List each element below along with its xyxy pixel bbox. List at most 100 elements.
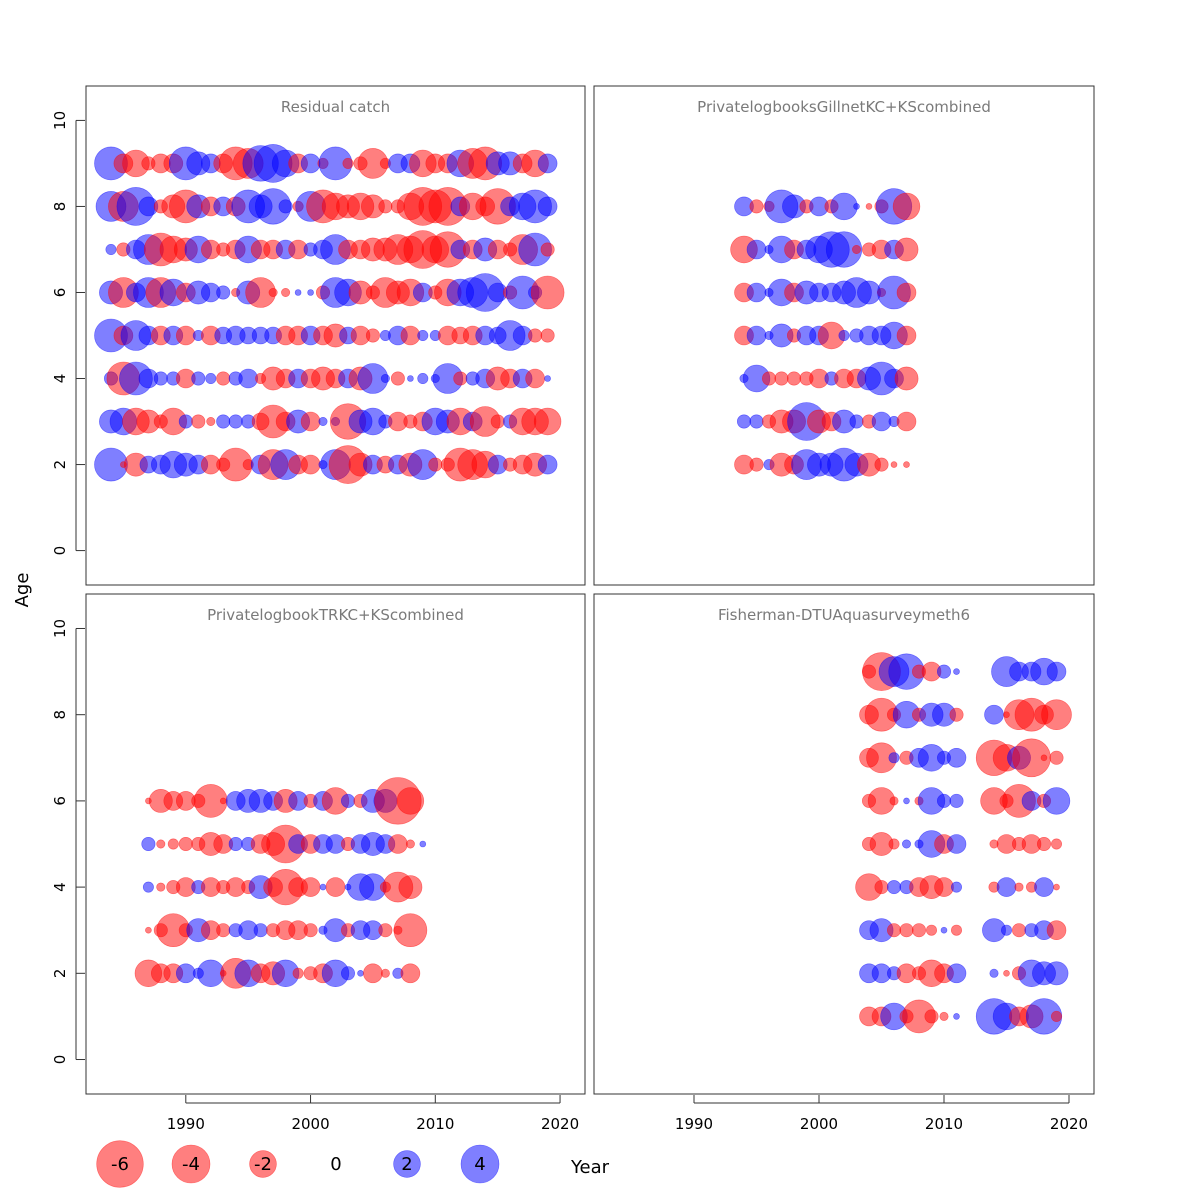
- residual-bubble: [537, 153, 558, 174]
- residual-bubble: [142, 881, 154, 893]
- residual-bubble: [1051, 838, 1063, 850]
- residual-bubble: [533, 407, 562, 436]
- legend-bubble: [393, 1150, 421, 1178]
- residual-bubble: [380, 968, 390, 978]
- residual-bubble: [901, 839, 911, 849]
- residual-bubble: [746, 282, 767, 303]
- residual-bubble: [1046, 661, 1067, 682]
- legend-label: -6: [111, 1154, 129, 1175]
- residual-bubble: [886, 923, 901, 938]
- legend-bubble: [460, 1144, 500, 1184]
- residual-bubble: [786, 371, 801, 386]
- residual-bubble: [490, 414, 505, 429]
- panel-title: Residual catch: [281, 98, 390, 116]
- residual-bubble: [1053, 883, 1060, 891]
- residual-bubble: [1046, 920, 1067, 941]
- residual-bubble: [530, 275, 565, 310]
- residual-bubble: [191, 371, 206, 386]
- panel-3: PrivatelogbookTRKC+KScombined 0 2 4 6 8 10 1990…: [51, 593, 586, 1133]
- residual-bubble: [528, 328, 543, 343]
- residual-bubble: [294, 289, 302, 296]
- residual-bubble: [1003, 969, 1010, 977]
- x-tick-label: 2000: [291, 1115, 329, 1133]
- bubble-group: [855, 652, 1072, 1035]
- residual-bubble: [191, 414, 206, 429]
- residual-bubble: [1011, 923, 1026, 938]
- residual-bubble: [417, 372, 429, 384]
- residual-bubble: [400, 963, 421, 984]
- residual-bubble: [1040, 754, 1048, 762]
- residual-bubble: [749, 414, 764, 429]
- residual-bubble: [176, 325, 196, 346]
- residual-bubble: [946, 963, 967, 984]
- panels: Residual catch 0 2 4 6 8 10 PrivatelogbooksGill…: [51, 85, 1095, 1133]
- y-tick-label: 6: [51, 796, 69, 806]
- y-tick-label: 4: [51, 374, 69, 384]
- x-tick-label: 1990: [675, 1115, 713, 1133]
- residual-bubble: [874, 457, 889, 472]
- panel-title: PrivatelogbookTRKC+KScombined: [207, 606, 464, 624]
- residual-bubble: [894, 237, 919, 262]
- panel-2: PrivatelogbooksGillnetKC+KScombined: [593, 85, 1095, 586]
- y-tick-label: 10: [51, 111, 69, 130]
- panel-title: PrivatelogbooksGillnetKC+KScombined: [697, 98, 991, 116]
- residual-bubble: [428, 457, 443, 472]
- residual-bubble: [746, 239, 767, 260]
- bubble-group: [730, 188, 921, 482]
- residual-bubble: [205, 372, 217, 384]
- residual-bubble: [380, 373, 390, 383]
- residual-bubble: [940, 926, 948, 934]
- legend-label: -2: [254, 1154, 272, 1175]
- residual-bubble: [417, 329, 429, 341]
- residual-bubble: [340, 793, 355, 808]
- residual-bubble: [525, 368, 545, 389]
- residual-bubble: [216, 923, 231, 938]
- residual-bubble: [996, 877, 1017, 897]
- residual-bubble: [1034, 877, 1054, 897]
- panel-4: Fisherman-DTUAquasurveymeth6 1990 2000 2010…: [593, 593, 1095, 1133]
- residual-bubble: [851, 245, 861, 255]
- residual-bubble: [939, 1011, 949, 1021]
- residual-bubble: [894, 366, 919, 391]
- residual-bubble: [946, 834, 967, 854]
- residual-bubble: [300, 153, 321, 174]
- residual-bubble: [145, 926, 152, 934]
- residual-bubble: [318, 416, 328, 426]
- residual-bubble: [865, 203, 873, 210]
- x-tick-label: 1990: [167, 1115, 205, 1133]
- residual-bubble: [400, 325, 421, 346]
- x-tick-label: 2010: [925, 1115, 963, 1133]
- residual-bubble: [537, 454, 558, 475]
- residual-bubble: [176, 963, 196, 984]
- residual-bubble: [292, 967, 304, 979]
- residual-bubble: [896, 282, 917, 303]
- residual-bubble: [167, 838, 179, 850]
- residual-bubble: [892, 192, 921, 221]
- residual-bubble: [825, 231, 863, 268]
- residual-bubble: [178, 414, 193, 429]
- residual-bubble: [216, 414, 231, 429]
- residual-bubble: [984, 704, 1004, 725]
- residual-bubble: [300, 877, 321, 897]
- residual-bubble: [363, 963, 383, 984]
- residual-bubble: [950, 924, 962, 936]
- residual-bubble: [178, 836, 193, 851]
- bubble-group: [134, 777, 428, 989]
- residual-bubble: [1044, 961, 1069, 986]
- residual-bubble: [419, 840, 427, 848]
- residual-bubble: [1000, 924, 1012, 936]
- residual-bubble: [896, 411, 917, 432]
- y-tick-label: 8: [51, 202, 69, 212]
- y-tick-label: 0: [51, 1055, 69, 1065]
- residual-bubble: [340, 966, 355, 981]
- residual-bubble: [319, 883, 327, 891]
- residual-bubble: [281, 287, 291, 297]
- legend-label: -4: [182, 1154, 200, 1175]
- residual-bubble: [216, 371, 231, 386]
- residual-bubble: [378, 199, 393, 214]
- residual-bubble: [886, 880, 901, 895]
- residual-bubble: [911, 923, 926, 938]
- residual-bubble: [924, 1009, 939, 1024]
- residual-bubble: [1051, 1010, 1063, 1022]
